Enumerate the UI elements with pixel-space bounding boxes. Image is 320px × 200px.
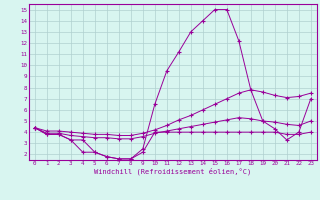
X-axis label: Windchill (Refroidissement éolien,°C): Windchill (Refroidissement éolien,°C) — [94, 168, 252, 175]
